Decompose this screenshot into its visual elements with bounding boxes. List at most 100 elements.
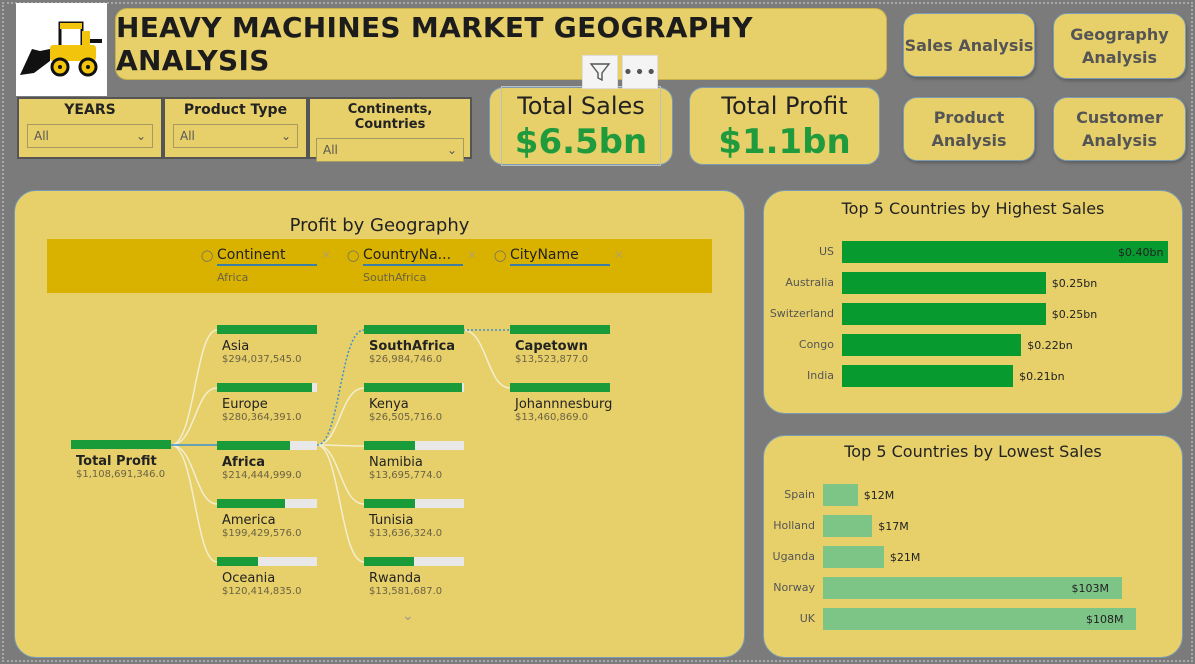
node-value: $13,695,774.0 (369, 470, 443, 481)
bar-category-label: Spain (784, 488, 815, 501)
node-name: Total Profit (76, 454, 157, 469)
close-icon[interactable]: ✕ (466, 248, 477, 262)
node-bar-fill (364, 557, 414, 566)
lightbulb-icon: ◯ (201, 249, 214, 262)
node-total-profit[interactable]: Total Profit $1,108,691,346.0 (71, 440, 171, 480)
node-continent[interactable]: Oceania $120,414,835.0 (217, 557, 317, 597)
nav-geography-analysis-button[interactable]: Geography Analysis (1053, 13, 1186, 79)
chart-lowest-title: Top 5 Countries by Lowest Sales (844, 442, 1102, 461)
total-profit-value: $1.1bn (718, 122, 851, 162)
node-country[interactable]: Kenya $26,505,716.0 (364, 383, 464, 423)
close-icon[interactable]: ✕ (613, 248, 624, 262)
bar-category-label: India (807, 369, 834, 382)
level-city-name: CityName (510, 247, 610, 266)
bar-mark[interactable] (823, 546, 884, 568)
close-icon[interactable]: ✕ (320, 248, 331, 262)
bar-category-label: Norway (773, 581, 815, 594)
node-bar (217, 383, 317, 392)
scroll-down-chevron-icon[interactable]: ⌄ (402, 608, 414, 624)
node-city[interactable]: Johannnesburg $13,460,869.0 (510, 383, 613, 423)
node-value: $13,460,869.0 (515, 412, 589, 423)
node-continent[interactable]: Europe $280,364,391.0 (217, 383, 317, 423)
bar-mark[interactable] (823, 577, 1122, 599)
nav-sales-analysis-button[interactable]: Sales Analysis (903, 13, 1035, 77)
slicer-product-type-dropdown[interactable]: All ⌄ (173, 124, 298, 148)
decomp-level-header: ◯ Continent Africa ✕ ◯ CountryNa... Sout… (47, 239, 712, 293)
bar-mark[interactable] (842, 272, 1046, 294)
node-bar-fill (364, 325, 464, 334)
node-name: Capetown (515, 339, 588, 354)
node-bar (364, 441, 464, 450)
node-bar (510, 383, 610, 392)
slicer-years-value: All (34, 129, 49, 143)
nav-geography-label: Geography Analysis (1070, 25, 1169, 67)
slicer-years-label: YEARS (64, 102, 116, 118)
nav-sales-label: Sales Analysis (904, 35, 1034, 55)
node-name: Africa (222, 455, 266, 470)
slicer-continents-dropdown[interactable]: All ⌄ (316, 138, 464, 162)
node-bar-fill (217, 325, 317, 334)
total-sales-card[interactable]: Total Sales $6.5bn (489, 87, 673, 165)
slicer-product-type-label: Product Type (183, 102, 288, 118)
node-bar-fill (510, 383, 610, 392)
node-bar-fill (71, 440, 171, 449)
node-value: $13,523,877.0 (515, 354, 589, 365)
bar-mark[interactable] (823, 515, 873, 537)
bar-data-label: $103M (1071, 582, 1110, 595)
bar-data-label: $0.25bn (1051, 277, 1098, 290)
nav-product-analysis-button[interactable]: Product Analysis (903, 97, 1035, 161)
node-continent[interactable]: Asia $294,037,545.0 (217, 325, 317, 365)
node-country[interactable]: Rwanda $13,581,687.0 (364, 557, 464, 597)
node-city[interactable]: Capetown $13,523,877.0 (510, 325, 610, 365)
node-name: Kenya (369, 397, 409, 412)
bar-data-label: $0.40bn (1118, 246, 1164, 259)
node-country-selected[interactable]: SouthAfrica $26,984,746.0 (364, 325, 464, 365)
node-value: $294,037,545.0 (222, 354, 302, 365)
node-bar (217, 441, 317, 450)
bar-mark[interactable] (842, 241, 1168, 263)
bar-category-label: Australia (785, 276, 834, 289)
bar-mark[interactable] (823, 484, 858, 506)
bar-mark[interactable] (842, 334, 1022, 356)
slicer-continents-countries: Continents, Countries All ⌄ (308, 97, 472, 162)
nav-product-label: Product Analysis (931, 108, 1007, 150)
node-bar (364, 557, 464, 566)
slicer-years-dropdown[interactable]: All ⌄ (27, 124, 153, 148)
nav-customer-analysis-button[interactable]: Customer Analysis (1053, 97, 1186, 161)
node-value: $26,505,716.0 (369, 412, 443, 423)
level-continent-selected: Africa (217, 271, 249, 284)
node-bar-fill (510, 325, 610, 334)
filter-icon[interactable] (582, 55, 618, 89)
bar-data-label: $17M (878, 520, 909, 533)
level-continent[interactable]: ◯ Continent Africa ✕ (201, 247, 331, 284)
bar-mark[interactable] (842, 365, 1014, 387)
more-options-icon[interactable]: ••• (622, 55, 658, 89)
bar-category-label: Switzerland (769, 307, 834, 320)
node-name: America (222, 513, 276, 528)
node-country[interactable]: Tunisia $13,636,324.0 (364, 499, 464, 539)
bar-data-label: $0.25bn (1051, 308, 1098, 321)
node-value: $199,429,576.0 (222, 528, 302, 539)
level-continent-name: Continent (217, 247, 317, 266)
node-value: $280,364,391.0 (222, 412, 302, 423)
node-value: $13,581,687.0 (369, 586, 443, 597)
total-sales-label: Total Sales (517, 92, 645, 120)
node-bar-fill (217, 383, 312, 392)
node-bar-fill (364, 441, 415, 450)
bar-category-label: Holland (773, 519, 815, 532)
bar-mark[interactable] (823, 608, 1136, 630)
node-bar (217, 325, 317, 334)
node-continent-selected[interactable]: Africa $214,444,999.0 (217, 441, 317, 481)
total-profit-card[interactable]: Total Profit $1.1bn (689, 87, 880, 165)
node-country[interactable]: Namibia $13,695,774.0 (364, 441, 464, 481)
slicer-product-type-value: All (180, 129, 195, 143)
node-name: Asia (222, 339, 250, 354)
bar-category-label: UK (799, 612, 815, 625)
level-city[interactable]: ◯ CityName ✕ (494, 247, 624, 271)
node-continent[interactable]: America $199,429,576.0 (217, 499, 317, 539)
bar-mark[interactable] (842, 303, 1046, 325)
level-country[interactable]: ◯ CountryNa... SouthAfrica ✕ (347, 247, 477, 284)
bulldozer-logo-icon (20, 21, 102, 77)
node-bar-fill (217, 499, 285, 508)
node-name: Johannnesburg (515, 397, 613, 412)
